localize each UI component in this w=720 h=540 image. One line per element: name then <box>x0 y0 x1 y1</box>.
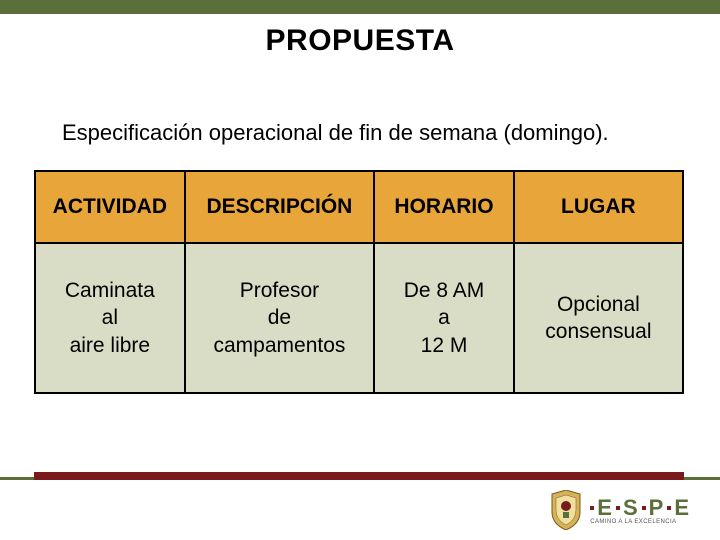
cell-lugar: Opcionalconsensual <box>514 243 683 393</box>
brand-letter: P <box>649 495 665 521</box>
brand-dot <box>642 506 646 510</box>
brand-dot <box>667 506 671 510</box>
shield-icon <box>550 490 582 530</box>
table-header-descripcion: DESCRIPCIÓN <box>185 171 375 243</box>
table-header-horario: HORARIO <box>374 171 514 243</box>
footer-maroon-bar <box>34 472 684 480</box>
table-row: Caminataalaire libre Profesordecampament… <box>35 243 683 393</box>
page-title: PROPUESTA <box>0 24 720 58</box>
table-header-actividad: ACTIVIDAD <box>35 171 185 243</box>
table-header-lugar: LUGAR <box>514 171 683 243</box>
footer-divider <box>0 472 720 480</box>
subtitle: Especificación operacional de fin de sem… <box>62 120 609 146</box>
brand-dot <box>616 506 620 510</box>
brand-letter: S <box>623 495 639 521</box>
cell-descripcion: Profesordecampamentos <box>185 243 375 393</box>
brand-text: E S P E CAMINO A LA EXCELENCIA <box>590 495 690 525</box>
brand-letters: E S P E <box>590 495 690 521</box>
cell-actividad: Caminataalaire libre <box>35 243 185 393</box>
brand-letter: E <box>597 495 613 521</box>
brand-tagline: CAMINO A LA EXCELENCIA <box>590 519 690 525</box>
schedule-table: ACTIVIDAD DESCRIPCIÓN HORARIO LUGAR Cami… <box>34 170 684 394</box>
top-band <box>0 0 720 14</box>
slide: PROPUESTA Especificación operacional de … <box>0 0 720 540</box>
brand-logo: E S P E CAMINO A LA EXCELENCIA <box>550 490 690 530</box>
table-header-row: ACTIVIDAD DESCRIPCIÓN HORARIO LUGAR <box>35 171 683 243</box>
brand-dot <box>590 506 594 510</box>
cell-horario: De 8 AMa12 M <box>374 243 514 393</box>
brand-letter: E <box>674 495 690 521</box>
